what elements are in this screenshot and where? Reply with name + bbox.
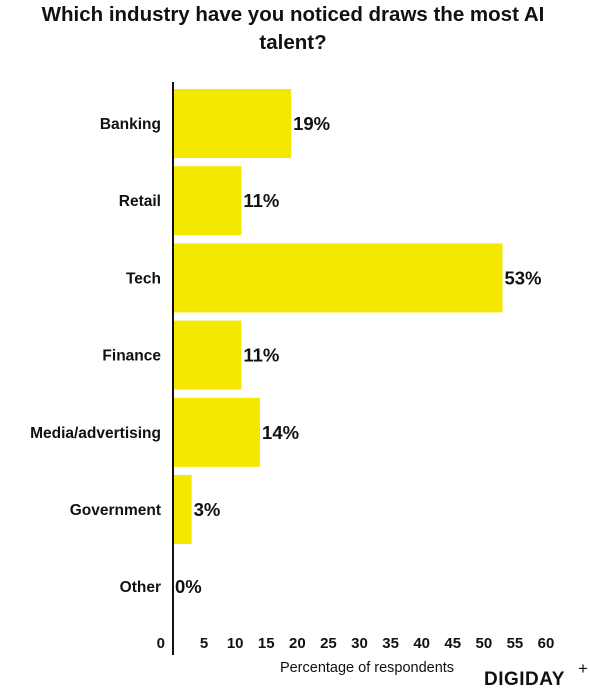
value-label-media-advertising: 14% [262, 422, 299, 443]
category-label-banking: Banking [100, 116, 161, 133]
x-tick-25: 25 [320, 635, 337, 652]
x-tick-60: 60 [538, 635, 555, 652]
x-tick-20: 20 [289, 635, 306, 652]
x-tick-45: 45 [444, 635, 461, 652]
x-tick-10: 10 [227, 635, 244, 652]
chart-title-line-1: Which industry have you noticed draws th… [42, 3, 545, 26]
value-labels: 19% 11% 53% 11% 14% 3% 0% [175, 113, 542, 597]
value-label-other: 0% [175, 576, 202, 597]
category-label-finance: Finance [102, 348, 161, 365]
value-label-tech: 53% [504, 267, 541, 288]
category-label-media-advertising: Media/advertising [30, 425, 161, 442]
category-labels: Banking Retail Tech Finance Media/advertisin… [30, 116, 161, 596]
bar-tech [174, 243, 503, 313]
value-label-retail: 11% [243, 190, 279, 211]
x-tick-30: 30 [351, 635, 368, 652]
x-tick-55: 55 [507, 635, 524, 652]
digiday-plus-mark: + [578, 659, 588, 678]
category-label-retail: Retail [119, 193, 161, 210]
digiday-logo-text: DIGIDAY [484, 669, 565, 688]
value-label-banking: 19% [293, 113, 330, 134]
bar-banking [174, 89, 292, 158]
value-label-finance: 11% [243, 345, 279, 366]
x-tick-15: 15 [258, 635, 275, 652]
category-label-government: Government [70, 502, 161, 519]
bar-media-advertising [174, 397, 261, 467]
x-axis-title: Percentage of respondents [280, 660, 454, 676]
x-tick-40: 40 [413, 635, 430, 652]
x-tick-50: 50 [475, 635, 492, 652]
bar-finance [174, 320, 242, 390]
x-tick-35: 35 [382, 635, 399, 652]
x-axis-tick-labels: 0 5 10 15 20 25 30 35 40 45 50 55 60 [157, 635, 555, 652]
chart-title-line-2: talent? [259, 31, 326, 54]
value-label-government: 3% [194, 499, 221, 520]
bar-government [174, 475, 192, 544]
x-tick-5: 5 [200, 635, 208, 652]
digiday-logo: DIGIDAY + [484, 659, 588, 688]
bar-retail [174, 166, 242, 236]
bars-group [174, 89, 503, 544]
category-label-other: Other [120, 579, 161, 596]
x-tick-0: 0 [157, 635, 165, 652]
category-label-tech: Tech [126, 270, 161, 287]
